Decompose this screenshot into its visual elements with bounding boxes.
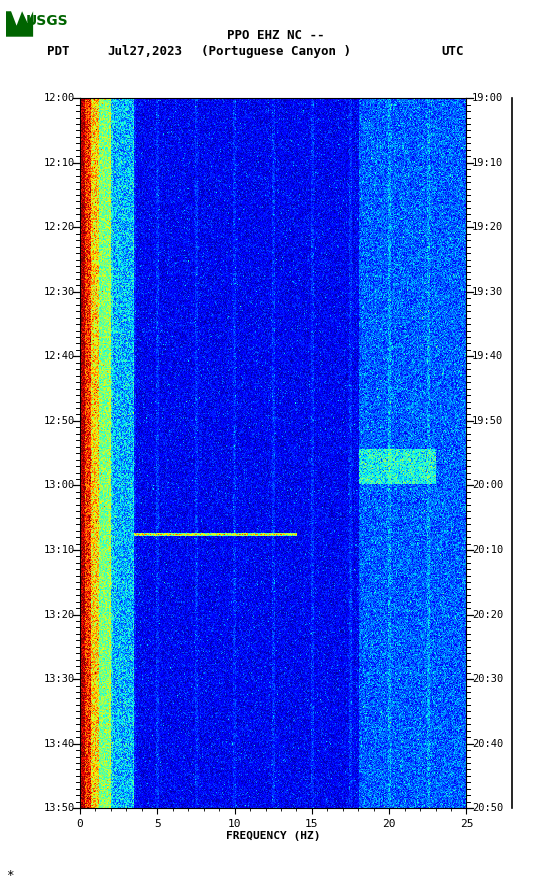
Text: 12:20: 12:20 xyxy=(43,222,75,232)
Text: 13:00: 13:00 xyxy=(43,480,75,490)
Text: 20:50: 20:50 xyxy=(472,803,503,814)
Text: PPO EHZ NC --: PPO EHZ NC -- xyxy=(227,29,325,42)
Text: 13:40: 13:40 xyxy=(43,739,75,748)
Text: 19:30: 19:30 xyxy=(472,287,503,296)
Text: 20:00: 20:00 xyxy=(472,480,503,490)
Text: 19:10: 19:10 xyxy=(472,158,503,168)
Polygon shape xyxy=(6,12,33,37)
Text: 19:50: 19:50 xyxy=(472,416,503,426)
Text: 12:50: 12:50 xyxy=(43,416,75,426)
Text: 20:20: 20:20 xyxy=(472,610,503,620)
X-axis label: FREQUENCY (HZ): FREQUENCY (HZ) xyxy=(226,831,321,841)
Text: 20:10: 20:10 xyxy=(472,545,503,555)
Text: 19:40: 19:40 xyxy=(472,351,503,362)
Text: 13:20: 13:20 xyxy=(43,610,75,620)
Text: 13:30: 13:30 xyxy=(43,674,75,684)
Text: *: * xyxy=(6,869,13,882)
Text: Jul27,2023: Jul27,2023 xyxy=(108,46,183,58)
Text: 12:00: 12:00 xyxy=(43,93,75,104)
Text: 20:40: 20:40 xyxy=(472,739,503,748)
Text: 20:30: 20:30 xyxy=(472,674,503,684)
Text: 12:30: 12:30 xyxy=(43,287,75,296)
Text: 19:20: 19:20 xyxy=(472,222,503,232)
Text: (Portuguese Canyon ): (Portuguese Canyon ) xyxy=(201,46,351,58)
Text: 12:40: 12:40 xyxy=(43,351,75,362)
Text: 13:50: 13:50 xyxy=(43,803,75,814)
Text: 19:00: 19:00 xyxy=(472,93,503,104)
Text: USGS: USGS xyxy=(25,14,68,29)
Text: PDT: PDT xyxy=(47,46,70,58)
Text: UTC: UTC xyxy=(442,46,464,58)
Text: 13:10: 13:10 xyxy=(43,545,75,555)
Text: 12:10: 12:10 xyxy=(43,158,75,168)
